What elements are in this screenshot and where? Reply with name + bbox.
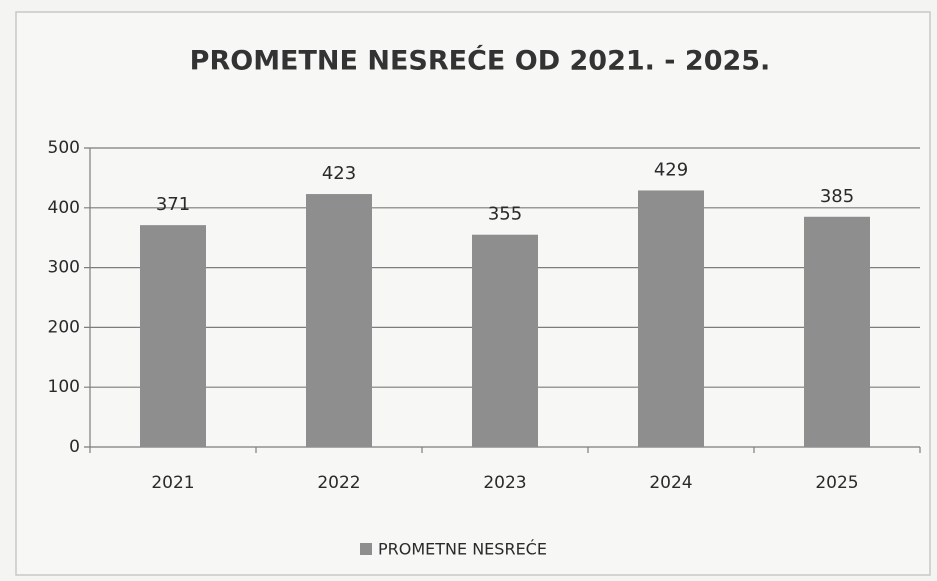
y-tick-label: 0 [69,437,80,457]
bar [306,194,372,447]
x-tick-label: 2022 [317,473,360,493]
bar [140,225,206,447]
bar [804,216,870,447]
value-label: 429 [654,159,688,180]
legend-swatch [360,543,372,555]
chart-title: PROMETNE NESREĆE OD 2021. - 2025. [190,45,771,77]
legend-label: PROMETNE NESREĆE [378,540,547,559]
value-label: 355 [488,204,522,225]
bar [472,234,538,447]
bar [638,190,704,447]
y-tick-label: 300 [48,258,80,278]
y-tick-label: 400 [48,198,80,218]
y-tick-label: 100 [48,377,80,397]
value-label: 385 [820,186,854,207]
x-tick-label: 2025 [815,473,858,493]
x-tick-label: 2021 [151,473,194,493]
x-tick-label: 2023 [483,473,526,493]
y-tick-label: 200 [48,317,80,337]
y-tick-label: 500 [48,138,80,158]
x-tick-label: 2024 [649,473,692,493]
value-label: 423 [322,163,356,184]
value-label: 371 [156,194,190,215]
